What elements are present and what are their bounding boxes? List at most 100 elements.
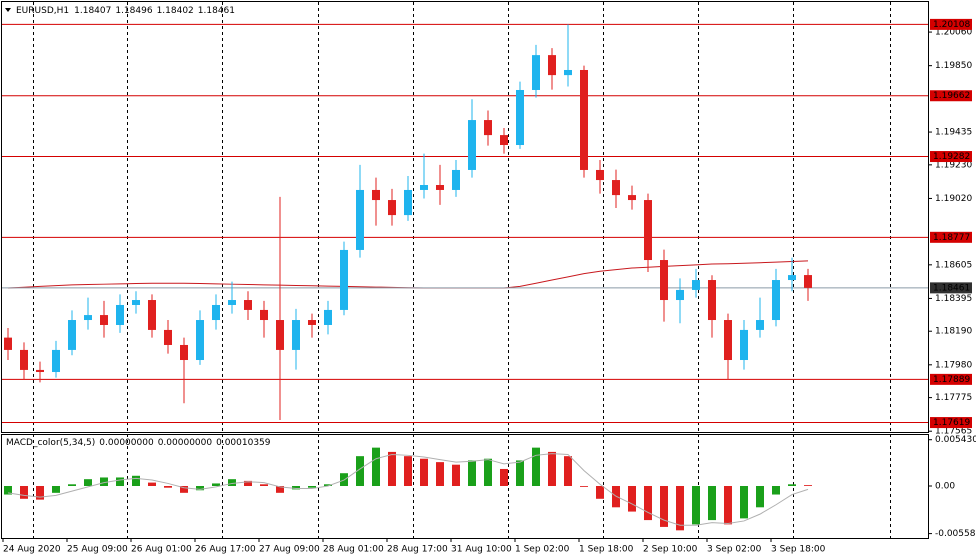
candle-body (228, 300, 236, 305)
candle-body (644, 200, 652, 261)
y-tick-label: 1.17775 (935, 393, 972, 403)
candle-body (452, 169, 460, 190)
x-tick-label: 24 Aug 2020 (3, 545, 61, 555)
candle-body (564, 69, 572, 76)
candle-body (420, 185, 428, 190)
y-tick-label: 1.19435 (935, 128, 972, 138)
price-label: 1.19282 (933, 152, 970, 162)
candle-body (660, 260, 668, 301)
price-label: 1.17619 (933, 418, 970, 428)
ohlc-readout: 1.18461 (198, 6, 235, 16)
macd-bar (100, 477, 108, 486)
y-tick-label: 1.17565 (935, 427, 972, 437)
macd-bar (404, 456, 412, 486)
macd-signal (7, 453, 809, 526)
macd-bar (228, 479, 236, 486)
candle-body (404, 189, 412, 216)
x-tick-label: 1 Sep 02:00 (515, 545, 570, 555)
price-label: 1.18777 (933, 233, 970, 243)
candle-body (196, 320, 204, 361)
candle-body (356, 189, 364, 250)
macd-bar (452, 464, 460, 486)
price-label-box (930, 231, 972, 243)
x-tick-label: 3 Sep 18:00 (771, 545, 826, 555)
candle-body (516, 89, 524, 146)
candle-body (36, 369, 44, 373)
menu-arrow[interactable] (5, 8, 11, 12)
candle-body (436, 185, 444, 190)
candle-body (612, 180, 620, 196)
candle-body (580, 69, 588, 170)
macd-bar (564, 456, 572, 486)
candle-body (260, 309, 268, 321)
candle-body (308, 320, 316, 325)
price-label-box (930, 18, 972, 30)
candle-body (788, 275, 796, 281)
macd-bar (260, 484, 268, 486)
macd-readout: 0.00000000 (158, 438, 213, 448)
macd-bar (772, 486, 780, 495)
candle-body (500, 135, 508, 146)
macd-bar (724, 486, 732, 525)
candle-body (84, 315, 92, 321)
candle-body (132, 300, 140, 305)
macd-bar (372, 447, 380, 486)
price-label-box (930, 373, 972, 385)
macd-bar (4, 486, 12, 495)
y-tick-label: 1.18190 (935, 327, 972, 337)
macd-bar (788, 484, 796, 486)
candle-body (292, 320, 300, 350)
macd-bar (388, 451, 396, 486)
candle-body (708, 280, 716, 321)
price-label-box (930, 417, 972, 429)
candle-body (164, 329, 172, 345)
candle-body (100, 315, 108, 325)
macd-bar (244, 480, 252, 486)
ohlc-readout: 1.18402 (157, 6, 194, 16)
macd-bar (516, 460, 524, 486)
y-tick-label: 1.19850 (935, 61, 972, 71)
candle-body (388, 200, 396, 216)
candle-body (756, 320, 764, 330)
price-label-box (930, 151, 972, 163)
candle-body (116, 304, 124, 325)
macd-bar (276, 486, 284, 493)
candle-body (180, 344, 188, 361)
macd-bar (660, 486, 668, 527)
macd-bar (740, 486, 748, 519)
candle-body (532, 55, 540, 90)
macd-bar (596, 486, 604, 499)
x-tick-label: 28 Aug 17:00 (387, 545, 448, 555)
price-label: 1.20108 (933, 20, 970, 30)
candle-body (772, 280, 780, 321)
x-tick-label: 31 Aug 10:00 (451, 545, 512, 555)
x-tick-label: 26 Aug 17:00 (195, 545, 256, 555)
macd-tick-label: 0.00 (935, 482, 955, 492)
vertical-grid (33, 2, 891, 538)
candle-body (740, 329, 748, 361)
macd-bar (628, 486, 636, 512)
candle-body (212, 304, 220, 321)
x-tick-label: 3 Sep 02:00 (707, 545, 762, 555)
macd-bar (468, 460, 476, 486)
header: EURUSD,H1 1.18407 1.18496 1.18402 1.18461 (16, 6, 235, 16)
candle-body (484, 120, 492, 136)
macd-bar (36, 486, 44, 500)
candle-body (628, 195, 636, 201)
y-tick-label: 1.19230 (935, 160, 972, 170)
ohlc-readout: 1.18407 (74, 6, 111, 16)
macd-bar (52, 486, 60, 493)
x-tick-label: 28 Aug 01:00 (323, 545, 384, 555)
macd-bar (132, 475, 140, 486)
macd-bar (644, 486, 652, 521)
macd-bar (500, 468, 508, 486)
candle-body (804, 275, 812, 288)
macd-bar (676, 486, 684, 531)
macd-bar (212, 483, 220, 486)
macd-bar (692, 486, 700, 525)
macd-bar (756, 486, 764, 508)
price-label: 1.17889 (933, 375, 970, 385)
y-tick-label: 1.19020 (935, 194, 972, 204)
macd-bar (436, 462, 444, 486)
macd-bar (804, 485, 812, 486)
